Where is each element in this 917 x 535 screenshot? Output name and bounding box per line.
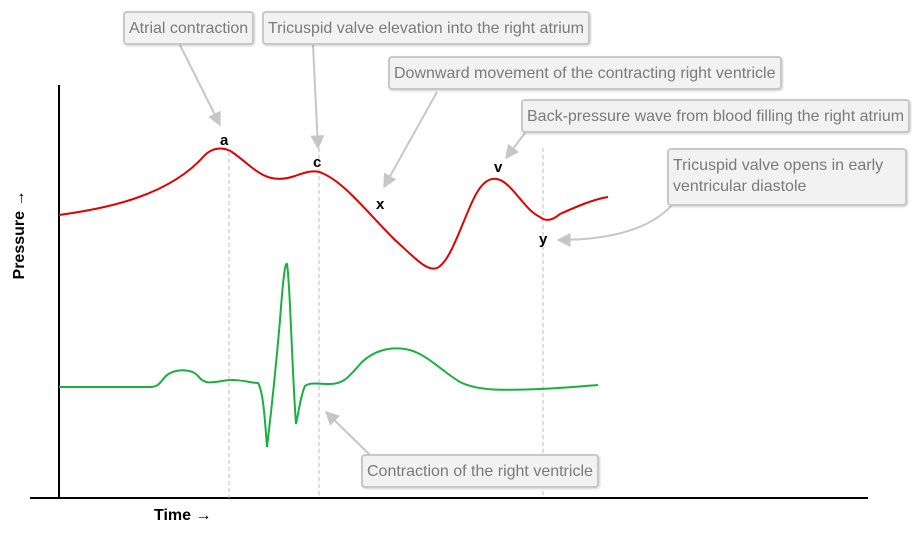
callout-atrial-contraction: Atrial contraction [123,11,255,45]
callout-tricuspid-opens: Tricuspid valve opens in early ventricul… [667,148,907,206]
label-a: a [220,132,229,149]
callout-ventricle-contraction: Contraction of the right ventricle [361,454,599,488]
y-axis-label: Pressure → [11,190,28,280]
pointer-downward-movement [383,91,438,189]
pressure-trace [58,147,609,270]
pointer-tricuspid-opens [556,204,673,247]
label-c: c [313,154,322,171]
pointer-atrial-contraction [179,44,221,127]
label-v: v [494,159,503,176]
label-x: x [376,196,385,213]
callout-back-pressure: Back-pressure wave from blood filling th… [521,99,911,133]
x-axis-label: Time → [154,507,212,524]
pointer-ventricle-contraction [324,411,371,456]
pointer-tricuspid-elevation [310,44,325,150]
pointer-back-pressure [505,132,526,160]
callout-tricuspid-elevation: Tricuspid valve elevation into the right… [262,11,590,45]
callout-downward-movement: Downward movement of the contracting rig… [388,56,782,90]
ecg-trace [59,262,599,448]
label-y: y [539,231,548,248]
